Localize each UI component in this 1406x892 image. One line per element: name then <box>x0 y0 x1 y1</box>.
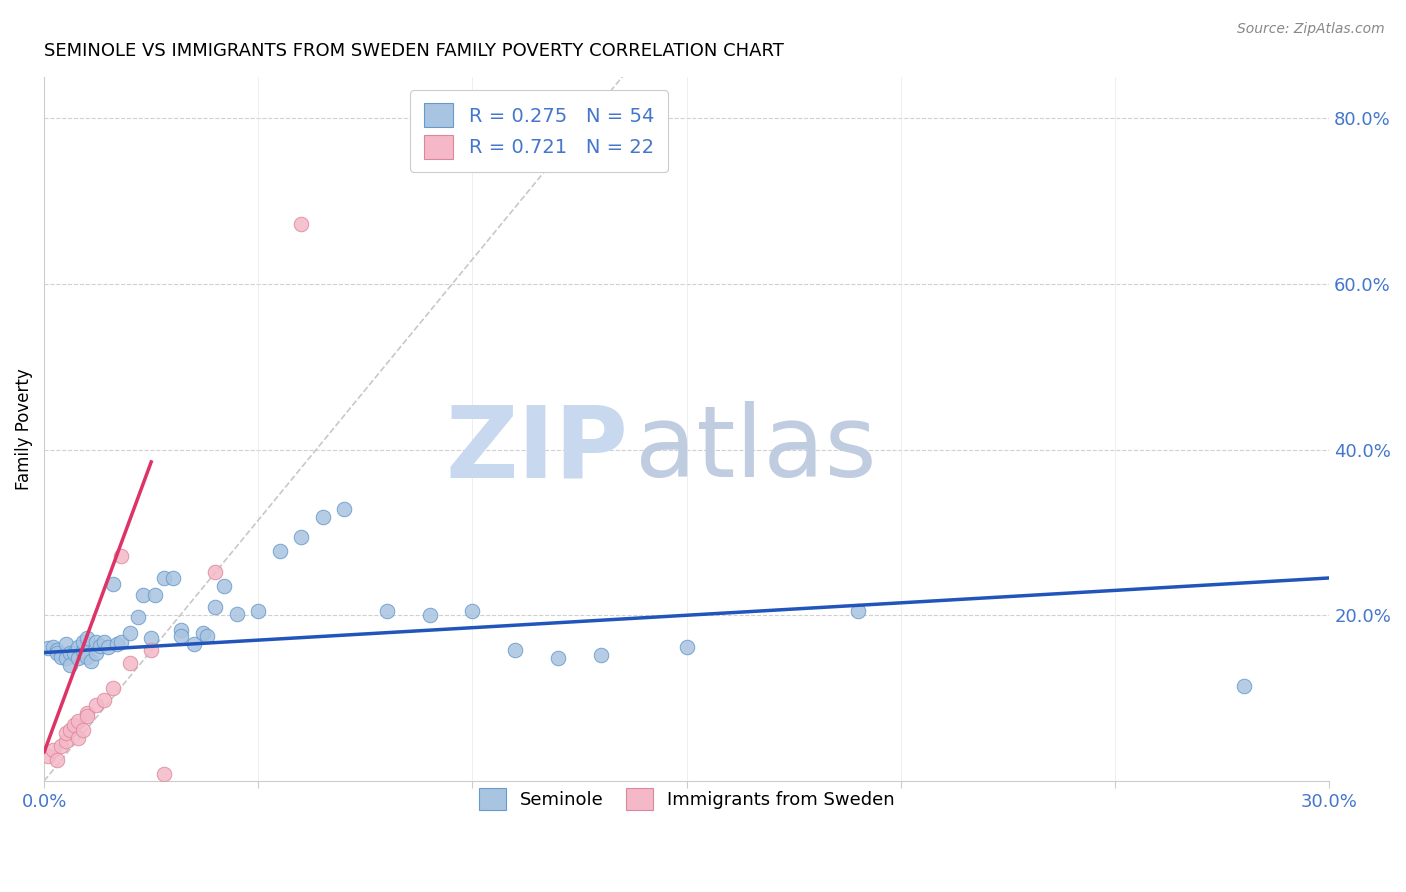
Point <box>212 579 235 593</box>
Point <box>375 604 398 618</box>
Point <box>51 649 73 664</box>
Point <box>153 767 176 781</box>
Point <box>84 646 107 660</box>
Point <box>46 643 69 657</box>
Point <box>89 639 111 653</box>
Point <box>1232 679 1254 693</box>
Point <box>72 723 94 737</box>
Point <box>131 588 153 602</box>
Point <box>41 742 63 756</box>
Point <box>105 637 128 651</box>
Point <box>67 714 90 729</box>
Point <box>204 599 226 614</box>
Point <box>170 629 193 643</box>
Point <box>110 634 132 648</box>
Point <box>76 649 98 664</box>
Point <box>419 608 441 623</box>
Point <box>269 543 291 558</box>
Point <box>145 588 167 602</box>
Point <box>290 217 312 231</box>
Point <box>247 604 270 618</box>
Point <box>76 632 98 646</box>
Point <box>37 749 59 764</box>
Point <box>118 626 141 640</box>
Text: atlas: atlas <box>636 401 877 499</box>
Point <box>93 693 115 707</box>
Point <box>183 637 205 651</box>
Point <box>76 709 98 723</box>
Point <box>72 634 94 648</box>
Point <box>195 629 218 643</box>
Point <box>37 641 59 656</box>
Point <box>55 637 77 651</box>
Point <box>97 640 120 654</box>
Point <box>101 576 124 591</box>
Point <box>55 651 77 665</box>
Point <box>67 731 90 745</box>
Point <box>55 734 77 748</box>
Text: ZIP: ZIP <box>446 401 628 499</box>
Legend: Seminole, Immigrants from Sweden: Seminole, Immigrants from Sweden <box>464 774 910 825</box>
Point <box>80 654 103 668</box>
Point <box>59 657 82 672</box>
Point <box>51 739 73 754</box>
Point <box>110 549 132 563</box>
Point <box>93 634 115 648</box>
Text: Source: ZipAtlas.com: Source: ZipAtlas.com <box>1237 22 1385 37</box>
Point <box>84 634 107 648</box>
Point <box>311 510 333 524</box>
Point <box>59 723 82 737</box>
Point <box>67 640 90 654</box>
Point <box>41 640 63 654</box>
Text: SEMINOLE VS IMMIGRANTS FROM SWEDEN FAMILY POVERTY CORRELATION CHART: SEMINOLE VS IMMIGRANTS FROM SWEDEN FAMIL… <box>44 42 785 60</box>
Point <box>63 646 86 660</box>
Point <box>101 681 124 696</box>
Point <box>547 651 569 665</box>
Point <box>204 565 226 579</box>
Point <box>153 571 176 585</box>
Point <box>84 698 107 712</box>
Point <box>225 607 247 621</box>
Point <box>191 626 214 640</box>
Point <box>162 571 184 585</box>
Point <box>67 651 90 665</box>
Point <box>141 643 163 657</box>
Point <box>46 753 69 767</box>
Point <box>63 717 86 731</box>
Point <box>589 648 612 662</box>
Point <box>46 646 69 660</box>
Point <box>846 604 869 618</box>
Point <box>675 640 697 654</box>
Point <box>333 502 356 516</box>
Point <box>76 706 98 720</box>
Point <box>461 604 484 618</box>
Y-axis label: Family Poverty: Family Poverty <box>15 368 32 490</box>
Point <box>55 726 77 740</box>
Point <box>127 610 149 624</box>
Point <box>505 643 527 657</box>
Point <box>290 529 312 543</box>
Point <box>170 623 193 637</box>
Point <box>141 632 163 646</box>
Point <box>59 646 82 660</box>
Point <box>118 657 141 671</box>
Point <box>72 644 94 658</box>
